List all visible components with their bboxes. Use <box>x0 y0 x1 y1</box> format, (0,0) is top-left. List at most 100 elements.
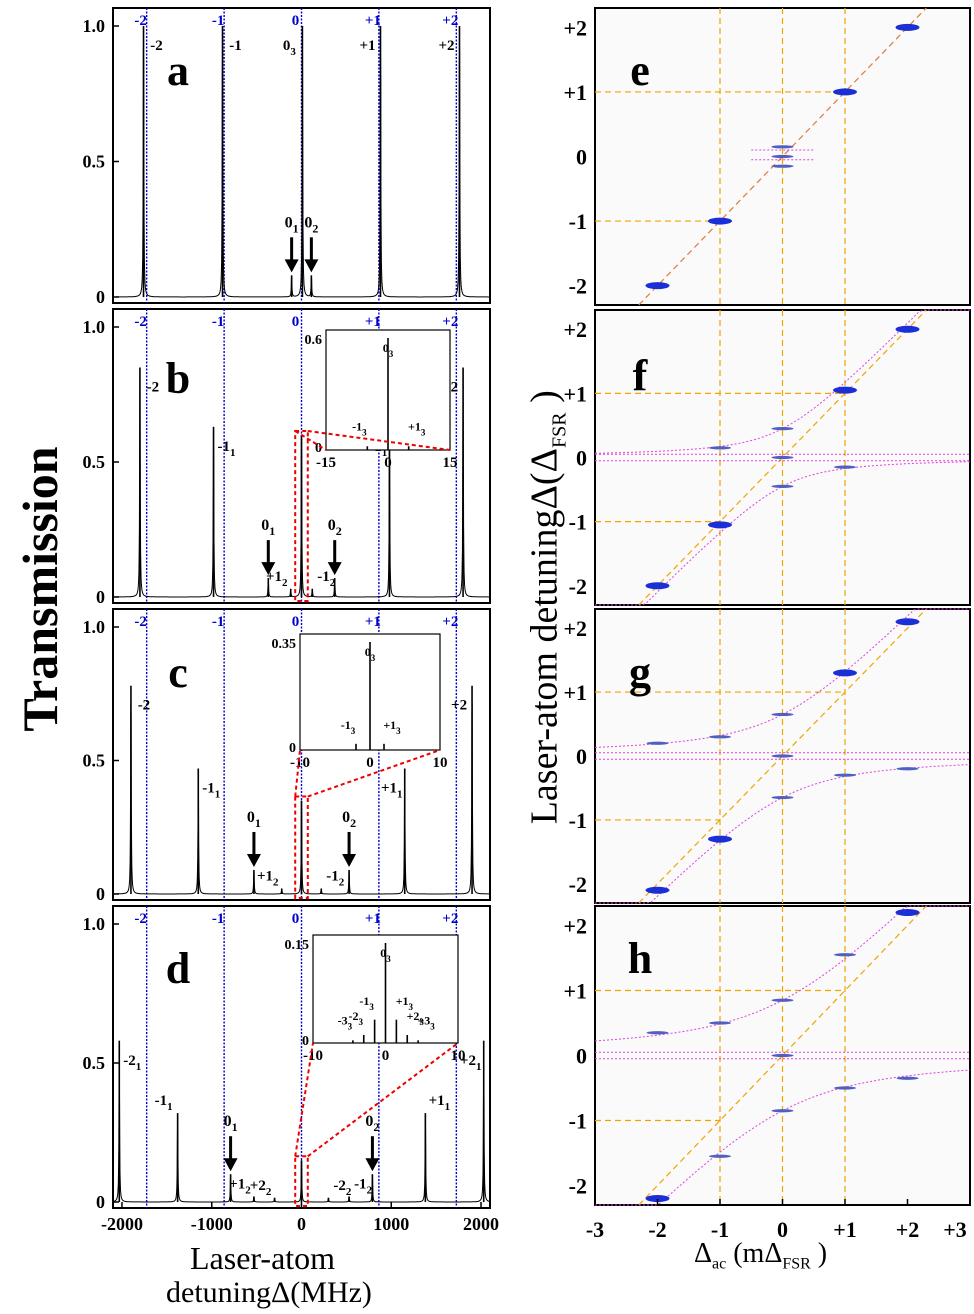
mode-line-label: 0 <box>292 911 300 927</box>
eigenmode-point <box>645 582 670 590</box>
inset-y-tick-label: 0 <box>315 441 322 456</box>
y-tick-label: 0 <box>576 145 587 170</box>
mode-line-label: +1 <box>365 314 381 330</box>
right-y-axis-label: Laser-atom detuningΔ(ΔFSR ) <box>523 390 571 825</box>
eigenmode-point <box>709 735 731 739</box>
y-tick-label: 0 <box>96 287 105 307</box>
eigenmode-point <box>645 282 670 290</box>
y-tick-label: 0.5 <box>83 1053 106 1073</box>
peak-label: 01 <box>285 214 299 235</box>
panel-letter: g <box>629 648 651 697</box>
eigenmode-point <box>708 835 732 843</box>
left-x-axis-label-line2: detuningΔ(MHz) <box>166 1276 372 1309</box>
arrow-head-icon <box>365 1158 380 1172</box>
mode-line-label: -2 <box>134 614 147 630</box>
peak-label: 02 <box>342 809 356 830</box>
peak-label: -2 <box>150 38 163 54</box>
y-tick-label: -2 <box>569 274 587 299</box>
mode-line-label: -1 <box>212 911 225 927</box>
arrow-head-icon <box>246 853 261 867</box>
inset-y-tick-label: 0 <box>302 1034 309 1049</box>
inset-peak-label: 03 <box>365 645 376 663</box>
x-tick-label: 2000 <box>463 1214 499 1234</box>
eigenmode-point <box>646 741 669 745</box>
eigenmode-point <box>771 795 794 800</box>
inset-x-tick-label: 10 <box>433 755 448 771</box>
arrow-head-icon <box>327 562 342 576</box>
panel-g: -2 -1 0 +1 +2 g <box>563 608 971 904</box>
peak-label: -22 <box>333 1178 352 1198</box>
panel-f: -2 -1 0 +1 +2 f <box>563 309 971 606</box>
y-tick-label: -1 <box>569 209 587 234</box>
zoom-box <box>294 795 309 899</box>
x-tick-label: 0 <box>777 1217 788 1242</box>
y-tick-label: +2 <box>563 616 587 641</box>
diagonal-line <box>638 905 927 1206</box>
mode-line-label: +2 <box>442 614 458 630</box>
inset-x-tick-label: -10 <box>303 1048 323 1064</box>
peak-label: +2 <box>438 38 454 54</box>
y-tick-label: -2 <box>569 1174 587 1199</box>
eigenmode-point <box>896 767 919 771</box>
x-tick-label: -1 <box>711 1217 729 1242</box>
eigenmode-point <box>771 754 794 758</box>
mode-line-label: 0 <box>292 314 300 330</box>
mode-line-label: +1 <box>365 614 381 630</box>
panel-letter: b <box>166 354 190 403</box>
zoom-connector <box>294 430 327 451</box>
peak-label: -12 <box>326 869 345 889</box>
x-tick-label: -2000 <box>101 1214 143 1234</box>
y-tick-label: +1 <box>563 80 587 105</box>
eigenmode-point <box>771 145 794 149</box>
mode-line-label: -1 <box>212 614 225 630</box>
zoom-connector <box>307 1042 459 1158</box>
peak-label: 01 <box>261 517 275 538</box>
eigenmode-point <box>833 88 857 96</box>
peak-label: 02 <box>328 517 342 538</box>
eigenmode-point <box>895 618 920 626</box>
mode-line-label: +2 <box>442 911 458 927</box>
eigenmode-point <box>834 465 856 469</box>
inset-peak-label: 03 <box>380 946 391 964</box>
y-tick-label: -1 <box>569 808 587 833</box>
eigenmode-point <box>645 1195 670 1202</box>
eigenmode-point <box>771 154 794 159</box>
mode-line-label: -1 <box>212 13 225 29</box>
x-tick-label: 1000 <box>373 1214 409 1234</box>
y-tick-label: +1 <box>563 979 587 1004</box>
peak-label: -21 <box>123 1053 141 1073</box>
diagonal-line <box>638 7 927 306</box>
inset-x-tick-label: -10 <box>290 755 310 771</box>
panel-letter: f <box>633 351 649 400</box>
zoom-connector <box>294 1042 314 1157</box>
eigenmode-point <box>895 23 920 31</box>
y-tick-label: +2 <box>563 914 587 939</box>
eigenmode-point <box>645 886 670 894</box>
y-tick-label: 0.5 <box>83 452 106 472</box>
y-tick-label: +2 <box>563 317 587 342</box>
zoom-connector <box>294 749 301 797</box>
inset-x-tick-label: 0 <box>384 455 392 471</box>
y-tick-label: +1 <box>563 381 587 406</box>
arrow-head-icon <box>261 562 276 576</box>
y-tick-label: 1.0 <box>83 317 106 337</box>
peak-label: +2 <box>451 698 467 714</box>
eigenmode-point <box>895 325 920 333</box>
mode-line-label: -2 <box>134 911 147 927</box>
eigenmode-point <box>834 1086 856 1090</box>
y-tick-label: 1.0 <box>83 914 106 934</box>
y-tick-label: -1 <box>569 510 587 535</box>
eigenmode-point <box>771 164 794 168</box>
inset-d: 03-13 +13-23 +23-33 +33-10 0 1000.15 <box>285 934 466 1064</box>
left-y-axis-label: Transmission <box>12 446 68 732</box>
eigenmode-point <box>771 455 794 460</box>
inset-x-tick-label: 10 <box>451 1048 466 1064</box>
x-tick-label: -1000 <box>191 1214 233 1234</box>
peak-label: 01 <box>224 1113 238 1134</box>
y-tick-label: 0.5 <box>83 152 106 172</box>
eigenmode-point <box>771 427 794 431</box>
panel-letter: h <box>628 934 652 983</box>
eigenmode-point <box>709 1154 731 1158</box>
